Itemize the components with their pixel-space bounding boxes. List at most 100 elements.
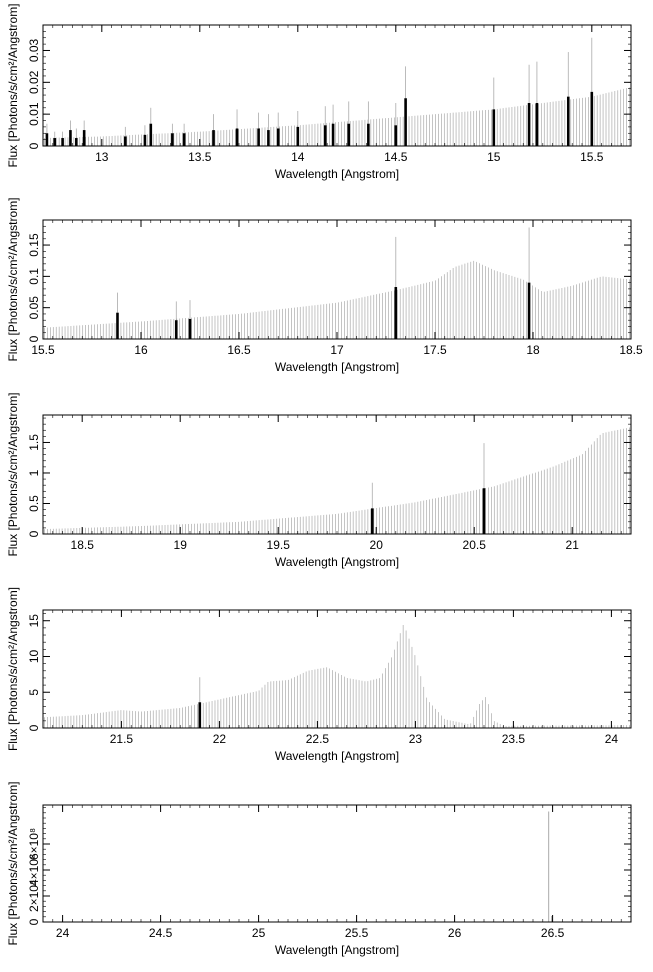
data-line-1 <box>198 677 202 728</box>
data-line-14 <box>257 112 260 146</box>
y-axis-label: Flux [Photons/s/cm²/Angstrom] <box>6 587 20 751</box>
y-tick-label: 0 <box>27 335 41 342</box>
model-spectrum <box>44 427 630 534</box>
data-bin <box>82 130 86 146</box>
y-tick-label: 0.1 <box>27 268 41 285</box>
data-line-1 <box>45 123 49 146</box>
data-bin <box>171 133 174 146</box>
x-tick-label: 16.5 <box>227 343 251 357</box>
panel-1: 13 13.5 14 14.5 15 15.5 0 0.01 0.02 0.03 Wavelengt… <box>6 3 632 181</box>
y-tick-label: 0 <box>27 530 41 537</box>
data-bin <box>75 138 78 146</box>
x-tick-label: 20 <box>370 538 384 552</box>
y-minor-ticks <box>43 219 631 340</box>
data-bin <box>116 312 119 339</box>
data-bin <box>143 134 147 146</box>
y-tick-label: 0 <box>27 142 41 149</box>
y-axis-label: Flux [Photons/s/cm²/Angstrom] <box>6 781 20 945</box>
y-tick-label: 0.01 <box>27 102 41 126</box>
x-tick-label: 15 <box>487 150 501 164</box>
data-bin <box>535 103 539 146</box>
data-bin <box>527 282 531 339</box>
x-minor-ticks <box>42 25 632 146</box>
data-bin <box>404 98 407 146</box>
y-minor-ticks <box>43 417 631 535</box>
data-bin <box>482 488 486 534</box>
data-bin <box>182 133 186 146</box>
y-minor-ticks <box>43 807 631 923</box>
data-bin <box>69 130 72 146</box>
y-axis-label: Flux [Photons/s/cm²/Angstrom] <box>6 197 20 361</box>
data-bin <box>257 128 260 146</box>
data-bin <box>394 125 398 146</box>
data-bin <box>394 287 398 339</box>
data-line-5 <box>527 227 531 339</box>
data-line-16 <box>276 112 280 146</box>
data-line-23 <box>404 66 407 146</box>
y-axis-label: Flux [Photons/s/cm²/Angstrom] <box>6 392 20 556</box>
data-bin <box>61 138 64 146</box>
plot-frame <box>42 24 632 147</box>
x-tick-label: 14 <box>291 150 305 164</box>
data-bin <box>347 123 351 146</box>
y-minor-ticks <box>43 613 631 729</box>
x-tick-label: 26.5 <box>541 926 565 940</box>
data-line-8 <box>143 125 147 146</box>
x-tick-label: 19 <box>174 538 188 552</box>
data-bin <box>174 320 178 339</box>
data-line-24 <box>492 77 496 146</box>
x-tick-label: 17.5 <box>423 343 447 357</box>
y-tick-label: 6×10⁸ <box>27 828 41 860</box>
data-bin <box>370 508 374 534</box>
x-minor-ticks <box>42 805 632 922</box>
y-tick-label: 0.5 <box>27 495 41 512</box>
data-bin <box>331 123 335 146</box>
x-minor-ticks <box>42 415 632 534</box>
x-tick-label: 24.5 <box>149 926 173 940</box>
x-tick-label: 21.5 <box>110 732 134 746</box>
data-line-21 <box>367 101 370 146</box>
data-line-20 <box>347 101 351 146</box>
plot-frame <box>42 804 632 923</box>
x-tick-label: 26 <box>448 926 462 940</box>
data-line-1 <box>370 482 374 534</box>
y-tick-label: 0.02 <box>27 70 41 94</box>
x-axis-label: Wavelength [Angstrom] <box>275 555 399 569</box>
data-bin <box>45 133 49 146</box>
data-line-18 <box>323 106 327 146</box>
data-bin <box>323 125 327 146</box>
y-tick-label: 0 <box>27 918 41 925</box>
y-tick-label: 10 <box>27 649 41 663</box>
data-line-5 <box>75 128 78 146</box>
model-spectrum <box>548 811 553 922</box>
x-tick-label: 15.5 <box>31 343 55 357</box>
x-minor-ticks <box>42 220 632 339</box>
y-tick-label: 1.5 <box>27 434 41 451</box>
data-bin <box>296 126 300 146</box>
plot-frame <box>42 414 632 535</box>
x-tick-label: 23 <box>409 732 423 746</box>
y-tick-label: 4×10⁸ <box>27 854 41 886</box>
x-tick-label: 24 <box>605 732 619 746</box>
data-line-22 <box>394 103 398 146</box>
x-tick-label: 16 <box>134 343 148 357</box>
x-tick-label: 13.5 <box>188 150 212 164</box>
x-tick-label: 22.5 <box>306 732 330 746</box>
data-bin <box>198 702 202 728</box>
panel-2: 15.5 16 16.5 17 17.5 18 18.5 0 0.05 0.1 0.15 Wavele… <box>6 197 643 374</box>
data-line-1 <box>116 292 119 339</box>
data-line-19 <box>331 104 335 146</box>
data-bin <box>276 128 280 146</box>
x-tick-label: 25.5 <box>345 926 369 940</box>
y-tick-label: 0.03 <box>27 38 41 62</box>
x-tick-label: 18 <box>526 343 540 357</box>
x-tick-label: 15.5 <box>580 150 604 164</box>
data-bin <box>188 318 192 339</box>
data-line-10 <box>171 123 174 146</box>
x-tick-label: 21 <box>566 538 580 552</box>
data-line-4 <box>394 236 398 339</box>
x-tick-label: 19.5 <box>267 538 291 552</box>
data-line-7 <box>124 126 127 146</box>
x-tick-label: 13 <box>95 150 109 164</box>
